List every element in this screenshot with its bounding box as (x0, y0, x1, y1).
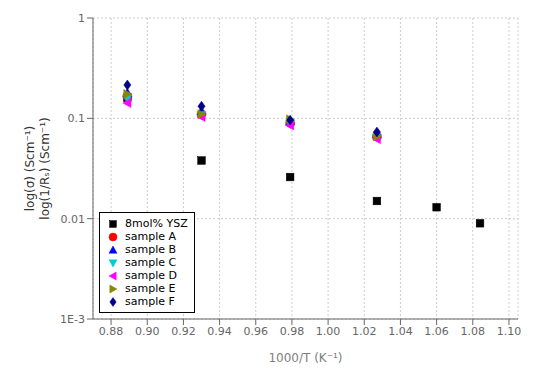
svg-text:0.92: 0.92 (171, 325, 196, 338)
html-text:sample A: sample A (125, 230, 176, 243)
html-text:sample F: sample F (125, 295, 175, 308)
html-text:8mol% YSZ: 8mol% YSZ (125, 217, 188, 230)
svg-text:1.08: 1.08 (461, 325, 486, 338)
html-text:sample E: sample E (125, 282, 176, 295)
svg-text:0.96: 0.96 (244, 325, 269, 338)
svg-text:0.98: 0.98 (280, 325, 305, 338)
svg-text:1E-3: 1E-3 (60, 313, 85, 326)
html-text:sample B: sample B (125, 243, 176, 256)
svg-text:0.1: 0.1 (68, 112, 86, 125)
html-text:sample D: sample D (125, 269, 177, 282)
svg-text:0.88: 0.88 (99, 325, 124, 338)
svg-text:0.90: 0.90 (135, 325, 160, 338)
svg-text:log(σ) (Scm⁻¹)log(1/Rₛ) (Scm⁻¹: log(σ) (Scm⁻¹)log(1/Rₛ) (Scm⁻¹) (23, 117, 52, 219)
svg-text:1000/T (K⁻¹): 1000/T (K⁻¹) (268, 351, 342, 365)
svg-text:0.01: 0.01 (61, 213, 86, 226)
html-text:sample C: sample C (125, 256, 177, 269)
svg-text:1: 1 (78, 12, 85, 25)
svg-text:0.94: 0.94 (207, 325, 232, 338)
svg-text:1.04: 1.04 (388, 325, 413, 338)
svg-text:1.00: 1.00 (316, 325, 341, 338)
svg-text:1.10: 1.10 (497, 325, 522, 338)
svg-text:1.06: 1.06 (424, 325, 449, 338)
svg-text:1.02: 1.02 (352, 325, 377, 338)
